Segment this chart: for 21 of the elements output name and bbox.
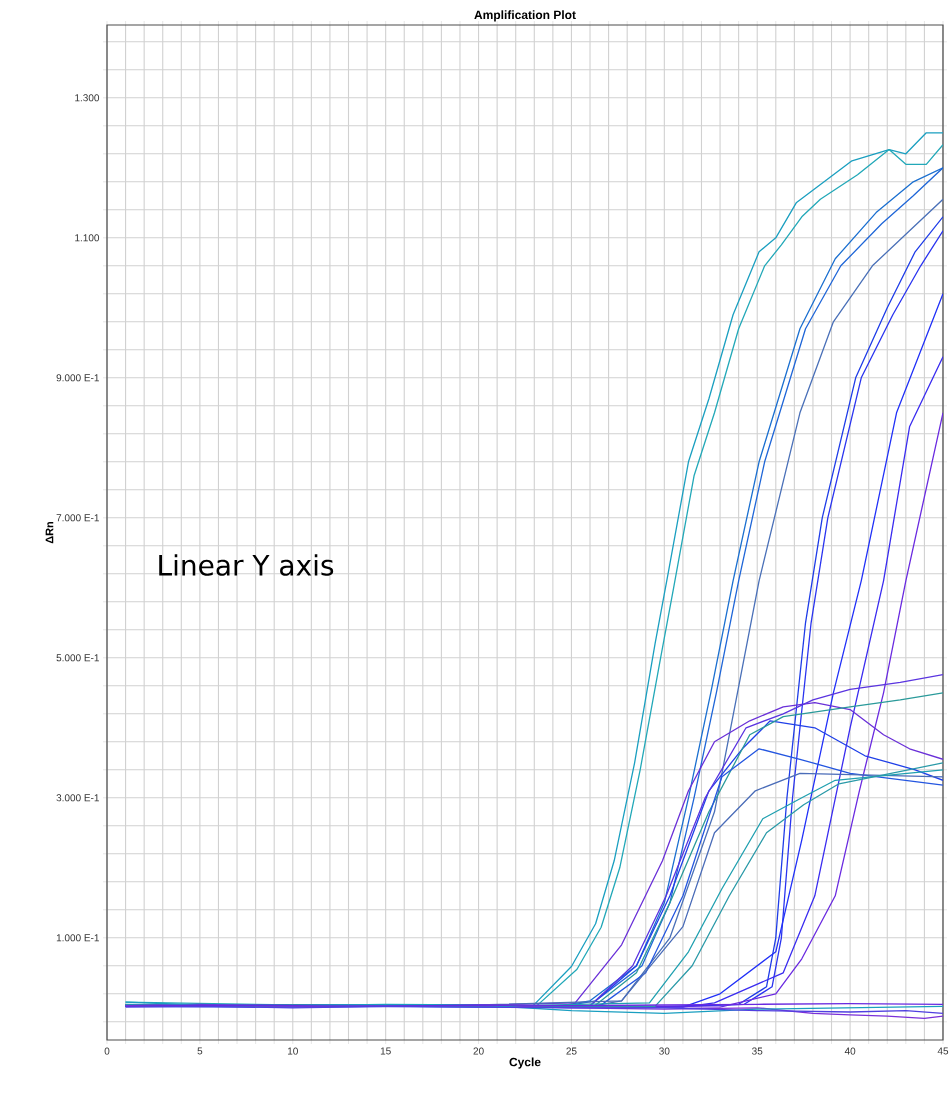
y-tick-label: 5.000 E-1	[56, 654, 99, 662]
chart-title: Amplification Plot	[474, 10, 576, 22]
x-tick-label: 45	[937, 1047, 949, 1055]
y-tick-label: 7.000 E-1	[56, 514, 99, 522]
x-tick-label: 25	[566, 1047, 577, 1055]
y-tick-label: 3.000 E-1	[56, 794, 99, 802]
x-tick-label: 5	[197, 1047, 203, 1055]
y-axis-title: ΔRn	[45, 521, 54, 544]
x-tick-label: 40	[844, 1047, 856, 1055]
x-tick-label: 0	[104, 1047, 110, 1055]
y-tick-label: 1.300	[75, 94, 100, 102]
y-tick-label: 9.000 E-1	[56, 374, 99, 382]
x-tick-label: 10	[287, 1047, 298, 1055]
x-tick-label: 30	[659, 1047, 670, 1055]
annotation: Linear Y axis	[159, 554, 334, 576]
x-tick-label: 15	[380, 1047, 391, 1055]
y-tick-label: 1.100	[75, 234, 100, 242]
x-axis-title: Cycle	[509, 1057, 541, 1069]
x-tick-label: 35	[752, 1047, 763, 1055]
x-tick-label: 20	[473, 1047, 484, 1055]
y-tick-label: 1.000 E-1	[56, 934, 99, 942]
